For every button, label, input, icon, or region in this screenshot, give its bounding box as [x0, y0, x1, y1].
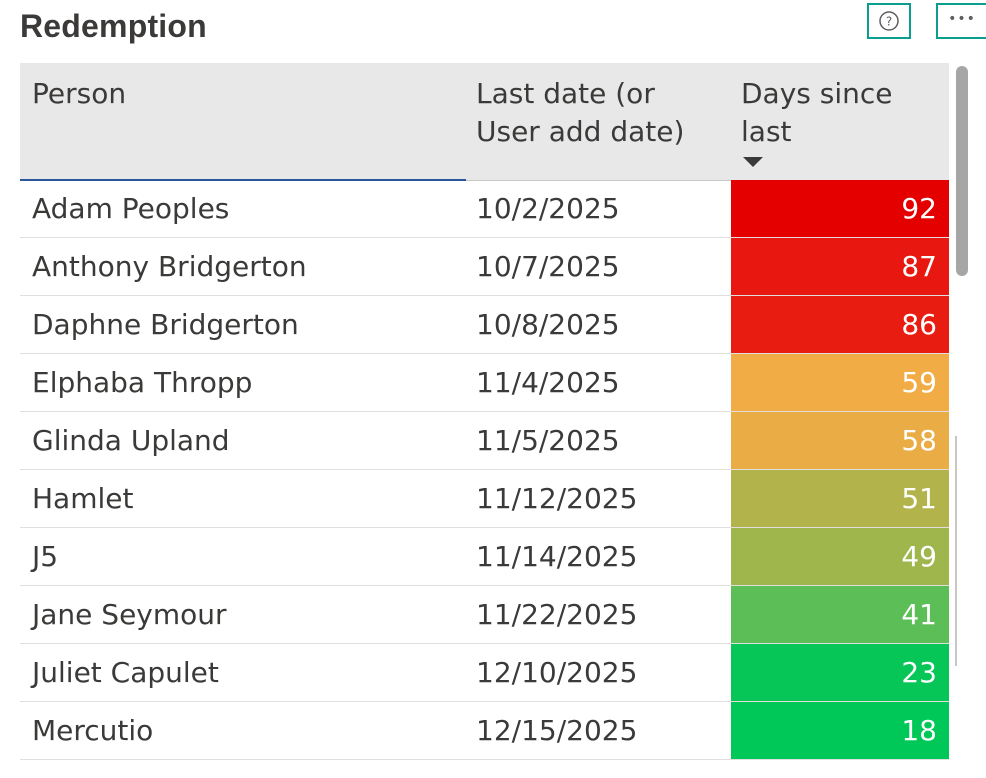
cell-person: Adam Peoples	[32, 192, 230, 225]
cell-last-date: 10/2/2025	[476, 192, 620, 225]
cell-person: Daphne Bridgerton	[32, 308, 299, 341]
cell-days-since-last: 58	[731, 412, 949, 469]
help-button[interactable]: ?	[867, 3, 911, 39]
cell-days-since-last: 49	[731, 528, 949, 585]
scroll-indicator-line	[955, 436, 957, 666]
table-row[interactable]: Glinda Upland 11/5/2025 58	[20, 412, 949, 470]
header-focus-underline	[20, 179, 466, 181]
table-row[interactable]: Elphaba Thropp 11/4/2025 59	[20, 354, 949, 412]
visual-title: Redemption	[20, 8, 207, 44]
cell-person: Hamlet	[32, 482, 134, 515]
cell-last-date: 12/15/2025	[476, 714, 638, 747]
cell-days-since-last: 92	[731, 180, 949, 237]
more-options-icon: •••	[948, 11, 976, 27]
cell-person: Anthony Bridgerton	[32, 250, 307, 283]
cell-days-since-last: 18	[731, 702, 949, 759]
cell-last-date: 11/22/2025	[476, 598, 638, 631]
help-circle-icon: ?	[879, 11, 899, 31]
cell-days-since-last: 41	[731, 586, 949, 643]
column-header-last-date[interactable]: Last date (or User add date)	[476, 77, 685, 148]
table-row[interactable]: Hamlet 11/12/2025 51	[20, 470, 949, 528]
cell-person: Mercutio	[32, 714, 154, 747]
table-row[interactable]: Daphne Bridgerton 10/8/2025 86	[20, 296, 949, 354]
cell-person: Jane Seymour	[32, 598, 227, 631]
more-options-button[interactable]: •••	[936, 3, 986, 39]
cell-last-date: 11/5/2025	[476, 424, 620, 457]
cell-person: Glinda Upland	[32, 424, 230, 457]
table-row[interactable]: Jane Seymour 11/22/2025 41	[20, 586, 949, 644]
scrollbar-thumb[interactable]	[956, 66, 968, 276]
svg-text:?: ?	[886, 15, 892, 29]
cell-last-date: 11/14/2025	[476, 540, 638, 573]
cell-last-date: 10/8/2025	[476, 308, 620, 341]
column-header-days-since-last[interactable]: Days since last	[741, 77, 893, 148]
cell-days-since-last: 87	[731, 238, 949, 295]
table-visual: Person Last date (or User add date) Days…	[20, 63, 949, 778]
column-header-person[interactable]: Person	[32, 77, 127, 110]
cell-last-date: 10/7/2025	[476, 250, 620, 283]
table-row[interactable]: Mercutio 12/15/2025 18	[20, 702, 949, 760]
cell-person: Juliet Capulet	[32, 656, 219, 689]
table-row[interactable]: Adam Peoples 10/2/2025 92	[20, 180, 949, 238]
cell-last-date: 11/12/2025	[476, 482, 638, 515]
cell-days-since-last: 51	[731, 470, 949, 527]
cell-days-since-last: 23	[731, 644, 949, 701]
cell-last-date: 12/10/2025	[476, 656, 638, 689]
cell-person: J5	[32, 540, 59, 573]
header-divider	[466, 180, 949, 181]
table-header: Person Last date (or User add date) Days…	[20, 63, 949, 181]
cell-last-date: 11/4/2025	[476, 366, 620, 399]
sort-descending-icon[interactable]	[743, 157, 763, 167]
cell-days-since-last: 59	[731, 354, 949, 411]
cell-person: Elphaba Thropp	[32, 366, 253, 399]
table-row[interactable]: Anthony Bridgerton 10/7/2025 87	[20, 238, 949, 296]
cell-days-since-last: 86	[731, 296, 949, 353]
table-row[interactable]: J5 11/14/2025 49	[20, 528, 949, 586]
table-row[interactable]: Juliet Capulet 12/10/2025 23	[20, 644, 949, 702]
table-body: Adam Peoples 10/2/2025 92 Anthony Bridgerto…	[20, 180, 949, 760]
